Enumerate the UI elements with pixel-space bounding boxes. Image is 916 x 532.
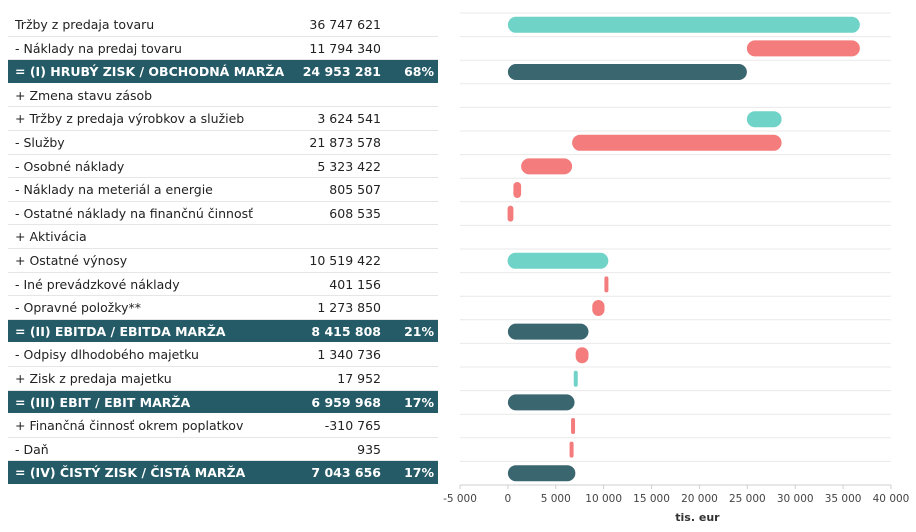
table-row: + Tržby z predaja výrobkov a služieb 3 62… — [8, 107, 438, 131]
bar-total — [507, 64, 747, 80]
table-row: Tržby z predaja tovaru 36 747 621 — [8, 13, 438, 37]
bar-increase — [507, 252, 609, 269]
row-value: 1 340 736 — [317, 347, 381, 363]
row-value: 11 794 340 — [309, 40, 381, 56]
bar-decrease — [569, 441, 574, 458]
table-row: - Ostatné náklady na finančnú činnosť 608… — [8, 202, 438, 226]
total-row: = (III) EBIT / EBIT MARŽA 6 959 968 17% — [8, 390, 438, 415]
x-tick-label: 0 — [505, 493, 512, 505]
table-row: + Aktivácia — [8, 225, 438, 249]
row-value: 6 959 968 — [311, 394, 381, 410]
row-label: + Zisk z predaja majetku — [15, 370, 172, 386]
income-statement-table: Tržby z predaja tovaru 36 747 621 - Náklad… — [8, 13, 438, 485]
row-label: - Služby — [15, 134, 65, 150]
row-label: - Ostatné náklady na finančnú činnosť — [15, 205, 254, 221]
row-margin-percent: 17% — [404, 465, 434, 481]
table-row: - Náklady na predaj tovaru 11 794 340 — [8, 37, 438, 61]
row-label: - Náklady na meteriál a energie — [15, 182, 213, 198]
row-value: 8 415 808 — [311, 323, 381, 339]
table-row: - Náklady na meteriál a energie 805 507 — [8, 178, 438, 202]
row-value: -310 765 — [324, 418, 381, 434]
bar-decrease — [507, 205, 514, 222]
row-value: 10 519 422 — [309, 252, 381, 268]
x-tick-label: 25 000 — [729, 493, 766, 505]
bar-total — [507, 323, 589, 340]
row-value: 7 043 656 — [311, 465, 381, 481]
table-row: + Finančná činnosť okrem poplatkov -310 7… — [8, 414, 438, 438]
row-label: - Osobné náklady — [15, 158, 125, 174]
bar-decrease — [521, 158, 573, 175]
row-label: = (I) HRUBÝ ZISK / OBCHODNÁ MARŽA — [15, 64, 285, 80]
row-value: 608 535 — [329, 205, 381, 221]
row-label: + Aktivácia — [15, 229, 87, 245]
row-margin-percent: 17% — [404, 394, 434, 410]
x-tick-label: -5 000 — [443, 493, 477, 505]
bar-total — [507, 465, 576, 482]
row-label: + Finančná činnosť okrem poplatkov — [15, 418, 244, 434]
row-margin-percent: 21% — [404, 323, 434, 339]
table-row: - Služby 21 873 578 — [8, 131, 438, 155]
table-row: + Zisk z predaja majetku 17 952 — [8, 367, 438, 391]
row-margin-percent: 68% — [404, 64, 434, 80]
bar-decrease — [604, 276, 609, 293]
bar-decrease — [575, 347, 589, 364]
row-label: Tržby z predaja tovaru — [15, 17, 155, 32]
bar-increase — [746, 111, 782, 128]
x-tick-label: 30 000 — [777, 493, 814, 505]
x-tick-label: 20 000 — [681, 493, 718, 505]
total-row: = (I) HRUBÝ ZISK / OBCHODNÁ MARŽA 24 953 … — [8, 60, 438, 84]
table-row: - Osobné náklady 5 323 422 — [8, 155, 438, 179]
bar-total — [507, 394, 575, 411]
row-value: 3 624 541 — [317, 111, 381, 127]
row-label: - Náklady na predaj tovaru — [15, 40, 182, 56]
bar-decrease — [572, 134, 782, 151]
row-value: 21 873 578 — [309, 134, 381, 150]
x-tick-label: 40 000 — [873, 493, 910, 505]
row-label: - Odpisy dlhodobého majetku — [15, 347, 199, 363]
row-label: + Zmena stavu zásob — [15, 87, 153, 103]
row-label: = (IV) ČISTÝ ZISK / ČISTÁ MARŽA — [15, 465, 246, 481]
x-tick-label: 5 000 — [541, 493, 571, 505]
table-row: + Ostatné výnosy 10 519 422 — [8, 249, 438, 273]
bar-decrease — [513, 182, 522, 198]
table-row: - Odpisy dlhodobého majetku 1 340 736 — [8, 343, 438, 367]
bar-increase — [507, 16, 860, 33]
bar-decrease — [592, 300, 605, 316]
row-value: 401 156 — [329, 276, 381, 292]
x-tick-label: 10 000 — [585, 493, 622, 505]
row-value: 5 323 422 — [317, 158, 381, 174]
table-row: - Opravné položky** 1 273 850 — [8, 296, 438, 320]
table-row: + Zmena stavu zásob — [8, 84, 438, 108]
row-label: - Iné prevádzkové náklady — [15, 276, 180, 292]
row-value: 805 507 — [329, 182, 381, 198]
row-value: 36 747 621 — [309, 17, 381, 32]
bar-decrease — [571, 418, 576, 434]
row-label: + Tržby z predaja výrobkov a služieb — [15, 111, 245, 127]
x-tick-label: 35 000 — [825, 493, 862, 505]
row-value: 17 952 — [337, 370, 381, 386]
total-row: = (II) EBITDA / EBITDA MARŽA 8 415 808 21% — [8, 319, 438, 344]
total-row: = (IV) ČISTÝ ZISK / ČISTÁ MARŽA 7 043 656… — [8, 461, 438, 485]
bar-decrease — [746, 40, 860, 57]
row-label: = (II) EBITDA / EBITDA MARŽA — [15, 323, 226, 339]
x-tick-label: 15 000 — [633, 493, 670, 505]
row-value: 935 — [357, 441, 381, 457]
bar-increase — [573, 370, 578, 387]
x-axis-title: tis. eur — [675, 511, 720, 524]
row-label: - Opravné položky** — [15, 300, 141, 316]
row-value: 1 273 850 — [317, 300, 381, 316]
row-label: - Daň — [15, 441, 49, 457]
row-label: + Ostatné výnosy — [15, 252, 128, 268]
row-value: 24 953 281 — [302, 64, 381, 80]
table-row: - Daň 935 — [8, 438, 438, 462]
table-row: - Iné prevádzkové náklady 401 156 — [8, 273, 438, 297]
row-label: = (III) EBIT / EBIT MARŽA — [15, 394, 191, 410]
